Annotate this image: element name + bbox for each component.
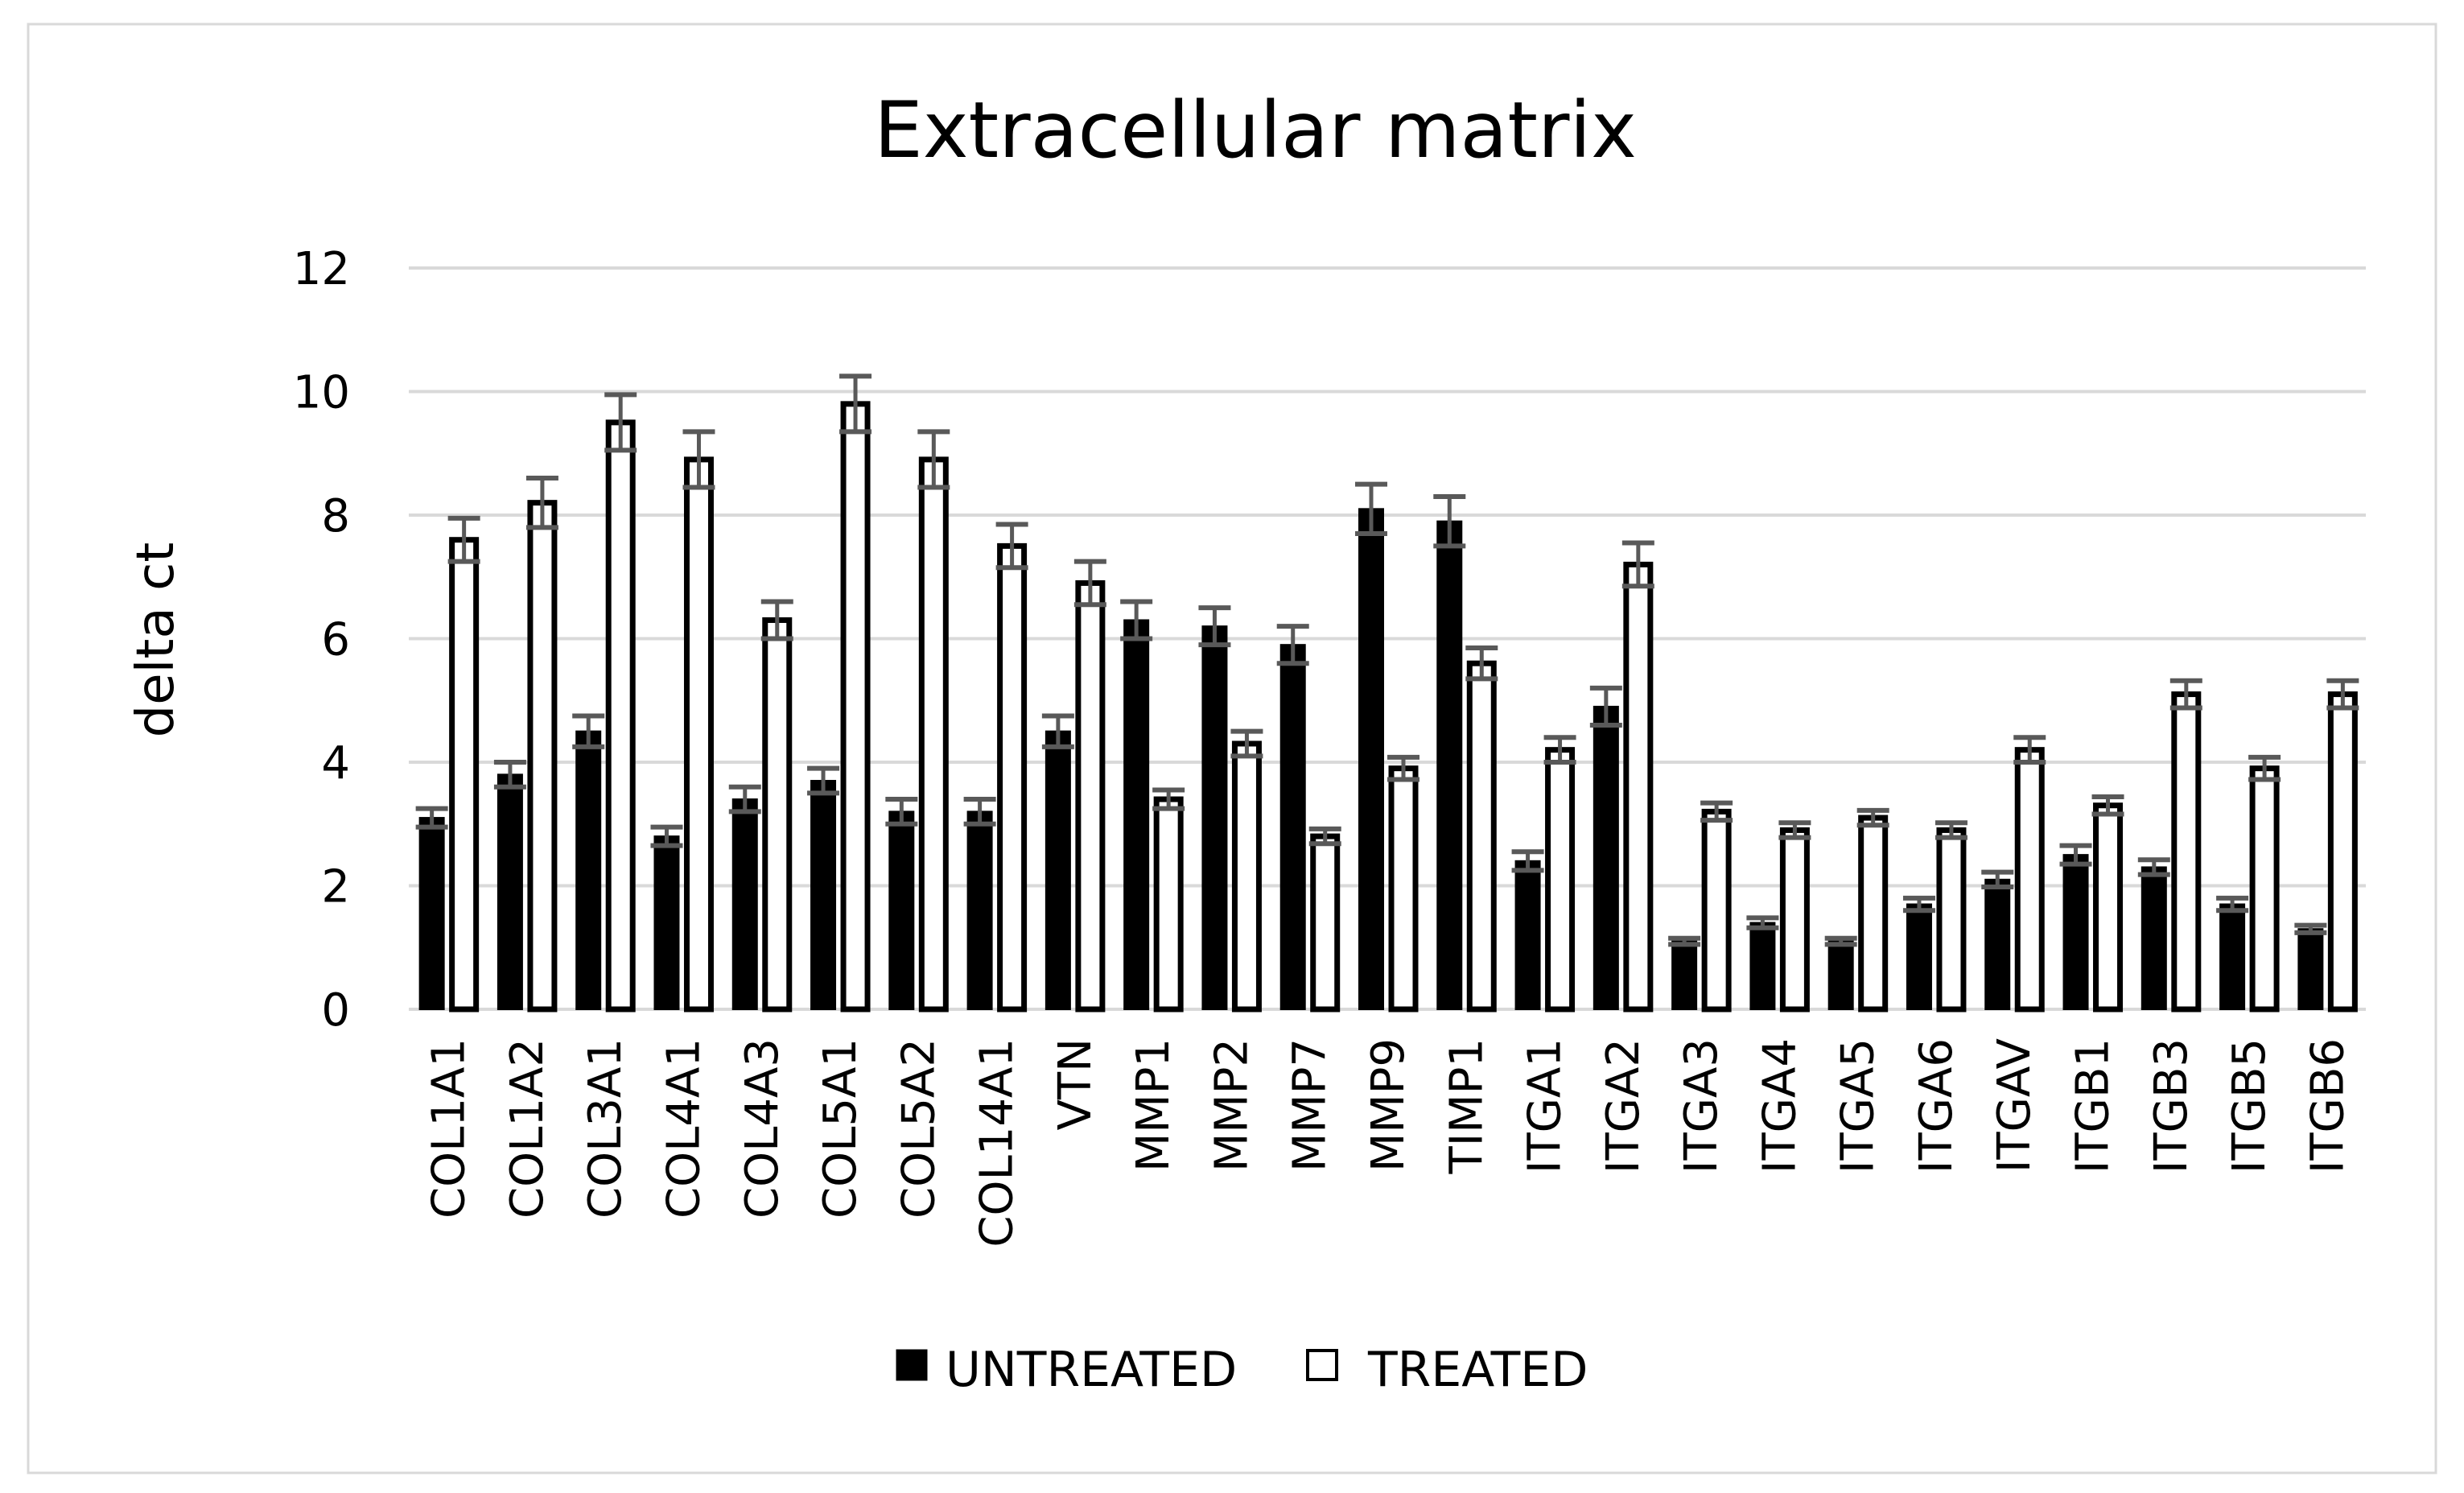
x-tick-label: ITGB6: [2301, 1038, 2354, 1173]
bar-treated-col14a1: [997, 542, 1028, 1013]
x-tick-label: COL5A2: [892, 1038, 945, 1219]
x-tick-label: ITGA3: [1675, 1038, 1728, 1173]
x-tick-label: ITGAV: [1988, 1038, 2041, 1173]
bar-untreated-itga1: [1514, 860, 1541, 1011]
legend-label-untreated: UNTREATED: [946, 1342, 1237, 1398]
chart-title: Extracellular matrix: [874, 85, 1637, 175]
x-tick-label: ITGA2: [1597, 1038, 1650, 1173]
bar-untreated-itgb5: [2219, 903, 2246, 1011]
y-tick-label: 8: [321, 490, 350, 542]
y-tick-label: 6: [321, 614, 350, 666]
x-tick-label: VTN: [1049, 1038, 1102, 1130]
bar-untreated-col5a2: [888, 810, 915, 1011]
bar-treated-itga2: [1623, 561, 1654, 1013]
legend: UNTREATED TREATED: [896, 1342, 1588, 1398]
legend-swatch-untreated: [896, 1349, 928, 1381]
x-tick-label: ITGA1: [1519, 1038, 1572, 1173]
x-tick-label: MMP1: [1127, 1038, 1180, 1172]
legend-label-treated: TREATED: [1367, 1342, 1588, 1398]
bar-untreated-itgb3: [2141, 866, 2167, 1010]
bar-untreated-mmp9: [1358, 508, 1384, 1010]
bar-treated-col1a2: [527, 500, 558, 1013]
bar-treated-col5a1: [840, 401, 871, 1013]
x-tick-label: ITGA5: [1832, 1038, 1885, 1173]
x-axis-ticks: COL1A1 COL1A2 COL3A1 COL4A1 COL4A3 COL5A1 COL5…: [423, 1038, 2355, 1248]
bar-treated-mmp1: [1153, 796, 1184, 1013]
x-tick-label: ITGB1: [2067, 1038, 2120, 1173]
bar-untreated-col3a1: [575, 730, 602, 1010]
x-tick-label: ITGA6: [1910, 1038, 1963, 1173]
bar-treated-itga4: [1779, 827, 1810, 1013]
bar-untreated-itgb6: [2297, 928, 2324, 1010]
x-tick-label: MMP9: [1362, 1038, 1415, 1172]
bar-treated-col4a1: [683, 456, 714, 1013]
bar-treated-mmp9: [1388, 765, 1419, 1013]
y-tick-label: 12: [293, 243, 350, 295]
x-tick-label: COL5A1: [814, 1038, 867, 1219]
bar-untreated-itga4: [1749, 922, 1776, 1011]
bar-treated-col1a1: [449, 537, 480, 1013]
bar-treated-itga6: [1936, 827, 1967, 1013]
bar-treated-itgb6: [2327, 691, 2358, 1013]
bar-untreated-col1a1: [418, 817, 445, 1011]
bar-untreated-itgav: [1984, 878, 2011, 1010]
bar-untreated-col5a1: [810, 780, 837, 1011]
x-tick-label: COL1A2: [501, 1038, 554, 1219]
bar-untreated-mmp1: [1123, 619, 1150, 1010]
bar-treated-col4a3: [762, 617, 793, 1013]
x-tick-label: ITGB3: [2145, 1038, 2198, 1173]
bar-untreated-itga6: [1906, 903, 1932, 1011]
bar-untreated-mmp2: [1201, 625, 1228, 1011]
bar-treated-itgb5: [2249, 765, 2280, 1013]
bar-treated-itgb3: [2171, 691, 2202, 1013]
bar-treated-itga1: [1545, 747, 1576, 1013]
error-bars: [415, 373, 2359, 947]
x-tick-label: COL4A3: [736, 1038, 789, 1219]
bar-treated-itgav: [2014, 747, 2045, 1013]
x-tick-label: COL3A1: [579, 1038, 632, 1219]
x-tick-label: COL4A1: [657, 1038, 710, 1219]
bar-untreated-col1a2: [497, 773, 523, 1010]
bar-treated-col5a2: [918, 456, 949, 1013]
x-tick-label: ITGB5: [2223, 1038, 2276, 1173]
bar-treated-vtn: [1075, 579, 1106, 1013]
bar-untreated-itga2: [1593, 705, 1619, 1010]
bar-untreated-vtn: [1045, 730, 1071, 1010]
bar-untreated-itgb1: [2062, 854, 2089, 1010]
bar-treated-mmp7: [1310, 833, 1341, 1013]
bar-untreated-mmp7: [1279, 644, 1306, 1010]
x-tick-label: COL14A1: [971, 1038, 1024, 1248]
x-tick-label: COL1A1: [423, 1038, 476, 1219]
bar-untreated-col14a1: [966, 810, 993, 1011]
x-tick-label: ITGA4: [1753, 1038, 1806, 1173]
bars: [418, 401, 2358, 1013]
bar-treated-itga5: [1858, 815, 1889, 1013]
bar-treated-col3a1: [605, 419, 636, 1013]
bar-treated-timp1: [1466, 660, 1497, 1013]
x-tick-label: MMP7: [1284, 1038, 1337, 1172]
bar-treated-mmp2: [1231, 740, 1262, 1013]
bar-treated-itgb1: [2093, 802, 2124, 1013]
bar-untreated-itga5: [1827, 940, 1854, 1010]
bar-untreated-timp1: [1436, 520, 1463, 1010]
bar-untreated-itga3: [1671, 940, 1698, 1010]
y-tick-label: 4: [321, 737, 350, 790]
y-tick-label: 10: [293, 367, 350, 419]
bar-untreated-col4a1: [653, 835, 680, 1010]
x-tick-label: TIMP1: [1440, 1038, 1493, 1174]
y-axis-label: delta ct: [126, 542, 186, 738]
bar-treated-itga3: [1701, 808, 1732, 1013]
x-tick-label: MMP2: [1205, 1038, 1258, 1172]
legend-swatch-treated: [1306, 1349, 1338, 1381]
y-tick-label: 0: [321, 984, 350, 1037]
y-axis-ticks: 0 2 4 6 8 10 12: [293, 243, 350, 1037]
bar-untreated-col4a3: [731, 798, 758, 1010]
y-tick-label: 2: [321, 861, 350, 914]
